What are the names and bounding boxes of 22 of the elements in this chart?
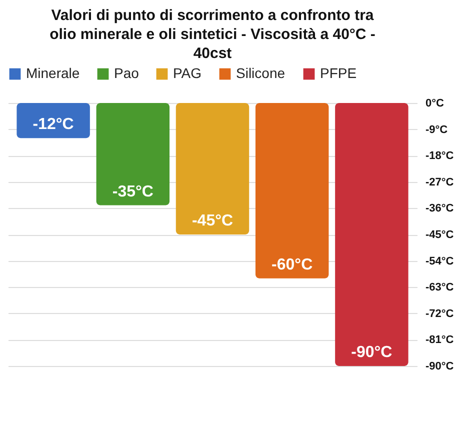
y-tick-label: -18°C bbox=[426, 150, 454, 162]
y-tick-label: -63°C bbox=[426, 282, 454, 294]
data-label: -60°C bbox=[272, 256, 314, 274]
y-tick-label: -90°C bbox=[426, 360, 454, 372]
data-label: -45°C bbox=[192, 212, 234, 230]
data-label: -90°C bbox=[351, 344, 393, 361]
legend-label: Silicone bbox=[236, 65, 286, 81]
y-tick-label: -54°C bbox=[426, 255, 454, 268]
legend-label: PAG bbox=[173, 65, 202, 81]
legend-label: PFPE bbox=[320, 65, 357, 81]
y-tick-label: -81°C bbox=[426, 334, 454, 346]
legend-label: Minerale bbox=[26, 65, 80, 81]
y-tick-label: -72°C bbox=[426, 308, 454, 320]
legend-label: Pao bbox=[114, 65, 140, 81]
y-tick-label: -36°C bbox=[426, 202, 454, 215]
y-tick-label: -9°C bbox=[426, 124, 448, 136]
y-tick-label: -27°C bbox=[426, 176, 454, 188]
data-label: -35°C bbox=[112, 183, 154, 200]
y-tick-label: 0°C bbox=[426, 98, 444, 110]
y-tick-label: -45°C bbox=[426, 229, 454, 241]
chart-title: Valori di punto di scorrimento a confronto tra olio minerale e oli sintetici - Viscosità a 40°C - 40cst bbox=[50, 7, 376, 62]
data-label: -12°C bbox=[32, 116, 74, 134]
